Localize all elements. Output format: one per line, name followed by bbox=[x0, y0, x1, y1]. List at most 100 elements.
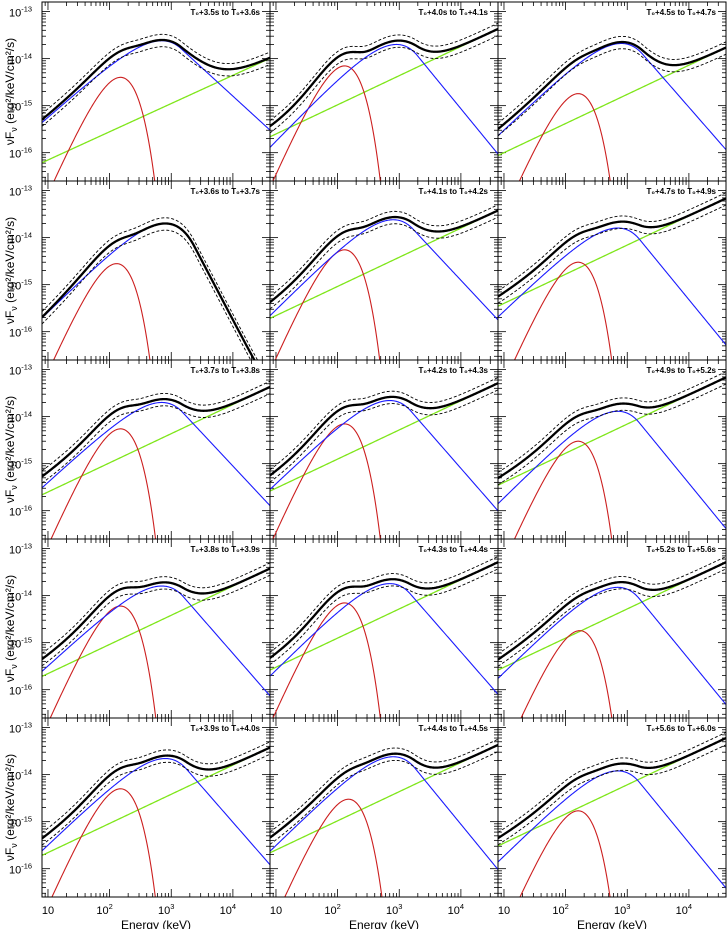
panel-curves bbox=[498, 371, 726, 539]
blackbody-curve bbox=[49, 605, 157, 718]
upper-contour-curve bbox=[498, 192, 726, 292]
spectrum-panel: T₀+5.6s to T₀+6.0s bbox=[497, 717, 727, 898]
lower-contour-curve bbox=[42, 753, 270, 846]
lower-contour-curve bbox=[42, 46, 270, 127]
x-tick-label: 103 bbox=[386, 902, 402, 917]
total-model-curve bbox=[270, 382, 498, 477]
panel-frame bbox=[497, 717, 727, 898]
panel-curves bbox=[42, 562, 270, 718]
total-model-curve bbox=[42, 746, 270, 840]
blackbody-curve bbox=[51, 788, 156, 897]
panel-curves bbox=[42, 741, 270, 897]
panel-title: T₀+4.5s to T₀+4.7s bbox=[647, 8, 717, 17]
x-tick-label: 103 bbox=[614, 902, 630, 917]
panel-curves bbox=[498, 731, 726, 897]
blackbody-curve bbox=[53, 76, 156, 181]
band-curve bbox=[42, 585, 270, 697]
band-curve bbox=[42, 757, 270, 866]
y-tick-label: 10-13 bbox=[9, 363, 32, 378]
total-model-curve bbox=[498, 40, 726, 130]
band-curve bbox=[498, 227, 726, 346]
x-tick-label: 104 bbox=[448, 902, 464, 917]
blackbody-curve bbox=[272, 423, 381, 539]
lower-contour-curve bbox=[498, 48, 726, 137]
blackbody-curve bbox=[53, 263, 151, 360]
upper-contour-curve bbox=[498, 731, 726, 833]
spectrum-panel: T₀+3.8s to T₀+3.9s bbox=[41, 538, 271, 719]
panel-title: T₀+3.7s to T₀+3.8s bbox=[191, 366, 261, 375]
band-curve bbox=[270, 399, 498, 512]
panel-curves bbox=[270, 738, 498, 897]
y-tick-label: 10-15 bbox=[9, 457, 32, 472]
y-tick-label: 10-13 bbox=[9, 184, 32, 199]
spectrum-panel: T₀+5.2s to T₀+5.6s bbox=[497, 538, 727, 719]
total-model-curve bbox=[270, 209, 498, 304]
band-curve bbox=[270, 583, 498, 695]
blackbody-curve bbox=[272, 602, 381, 718]
y-tick-label: 10-16 bbox=[9, 146, 32, 161]
x-tick-label: 10 bbox=[270, 905, 282, 917]
spectrum-panel: T₀+3.9s to T₀+4.0s bbox=[41, 717, 271, 898]
y-tick-label: 10-14 bbox=[9, 768, 32, 783]
powerlaw-curve bbox=[498, 47, 726, 157]
lower-contour-curve bbox=[270, 216, 498, 310]
powerlaw-curve bbox=[42, 746, 270, 856]
panel-title: T₀+3.5s to T₀+3.6s bbox=[191, 8, 261, 17]
lower-contour-curve bbox=[270, 751, 498, 845]
panel-curves bbox=[270, 204, 498, 360]
upper-contour-curve bbox=[270, 204, 498, 297]
y-axis-title: νFν (erg²/keV/cm²/s) bbox=[3, 217, 19, 324]
x-tick-label: 103 bbox=[158, 902, 174, 917]
panel-title: T₀+5.2s to T₀+5.6s bbox=[647, 545, 717, 554]
panel-curves bbox=[42, 380, 270, 539]
x-tick-label: 10 bbox=[42, 905, 54, 917]
panel-title: T₀+3.8s to T₀+3.9s bbox=[191, 545, 261, 554]
lower-contour-curve bbox=[42, 393, 270, 484]
blackbody-curve bbox=[518, 93, 611, 181]
panel-curves bbox=[42, 33, 270, 181]
band-curve bbox=[498, 42, 726, 151]
y-tick-label: 10-15 bbox=[9, 815, 32, 830]
x-tick-label: 102 bbox=[324, 902, 340, 917]
band-curve bbox=[270, 43, 498, 155]
upper-contour-curve bbox=[270, 22, 498, 121]
total-model-curve bbox=[42, 222, 256, 360]
x-axis-title: Energy (keV) bbox=[349, 918, 419, 929]
y-tick-label: 10-14 bbox=[9, 410, 32, 425]
blackbody-curve bbox=[284, 798, 383, 897]
lower-contour-curve bbox=[42, 574, 270, 667]
blackbody-curve bbox=[513, 261, 613, 360]
upper-contour-curve bbox=[270, 556, 498, 653]
panel-title: T₀+4.3s to T₀+4.4s bbox=[419, 545, 489, 554]
blackbody-curve bbox=[50, 428, 157, 539]
y-tick-label: 10-13 bbox=[9, 721, 32, 736]
total-model-curve bbox=[498, 376, 726, 480]
lower-contour-curve bbox=[270, 35, 498, 134]
panel-title: T₀+4.9s to T₀+5.2s bbox=[647, 366, 717, 375]
spectrum-panel: T₀+3.6s to T₀+3.7s bbox=[41, 180, 271, 361]
band-curve bbox=[270, 219, 498, 321]
y-tick-label: 10-14 bbox=[9, 52, 32, 67]
panel-curves bbox=[498, 35, 726, 181]
panel-title: T₀+4.2s to T₀+4.3s bbox=[419, 366, 489, 375]
y-tick-label: 10-16 bbox=[9, 325, 32, 340]
upper-contour-curve bbox=[42, 217, 259, 360]
powerlaw-curve bbox=[270, 209, 498, 319]
y-axis-title: νFν (erg²/keV/cm²/s) bbox=[3, 754, 19, 861]
blackbody-curve bbox=[274, 249, 381, 360]
band-curve bbox=[498, 586, 726, 705]
y-tick-label: 10-15 bbox=[9, 636, 32, 651]
y-tick-label: 10-14 bbox=[9, 589, 32, 604]
panel-curves bbox=[270, 22, 498, 181]
y-axis-title: νFν (erg²/keV/cm²/s) bbox=[3, 38, 19, 145]
total-model-curve bbox=[270, 743, 498, 839]
x-tick-label: 104 bbox=[676, 902, 692, 917]
blackbody-curve bbox=[513, 440, 613, 539]
y-axis-title: νFν (erg²/keV/cm²/s) bbox=[3, 396, 19, 503]
y-tick-label: 10-13 bbox=[9, 5, 32, 20]
panels-layer: T₀+3.5s to T₀+3.6s T₀+4.0s to T₀+4.1s T₀+4… bbox=[41, 1, 727, 898]
y-tick-label: 10-15 bbox=[9, 278, 32, 293]
panel-title: T₀+4.7s to T₀+4.9s bbox=[647, 187, 717, 196]
panel-title: T₀+3.9s to T₀+4.0s bbox=[191, 724, 261, 733]
